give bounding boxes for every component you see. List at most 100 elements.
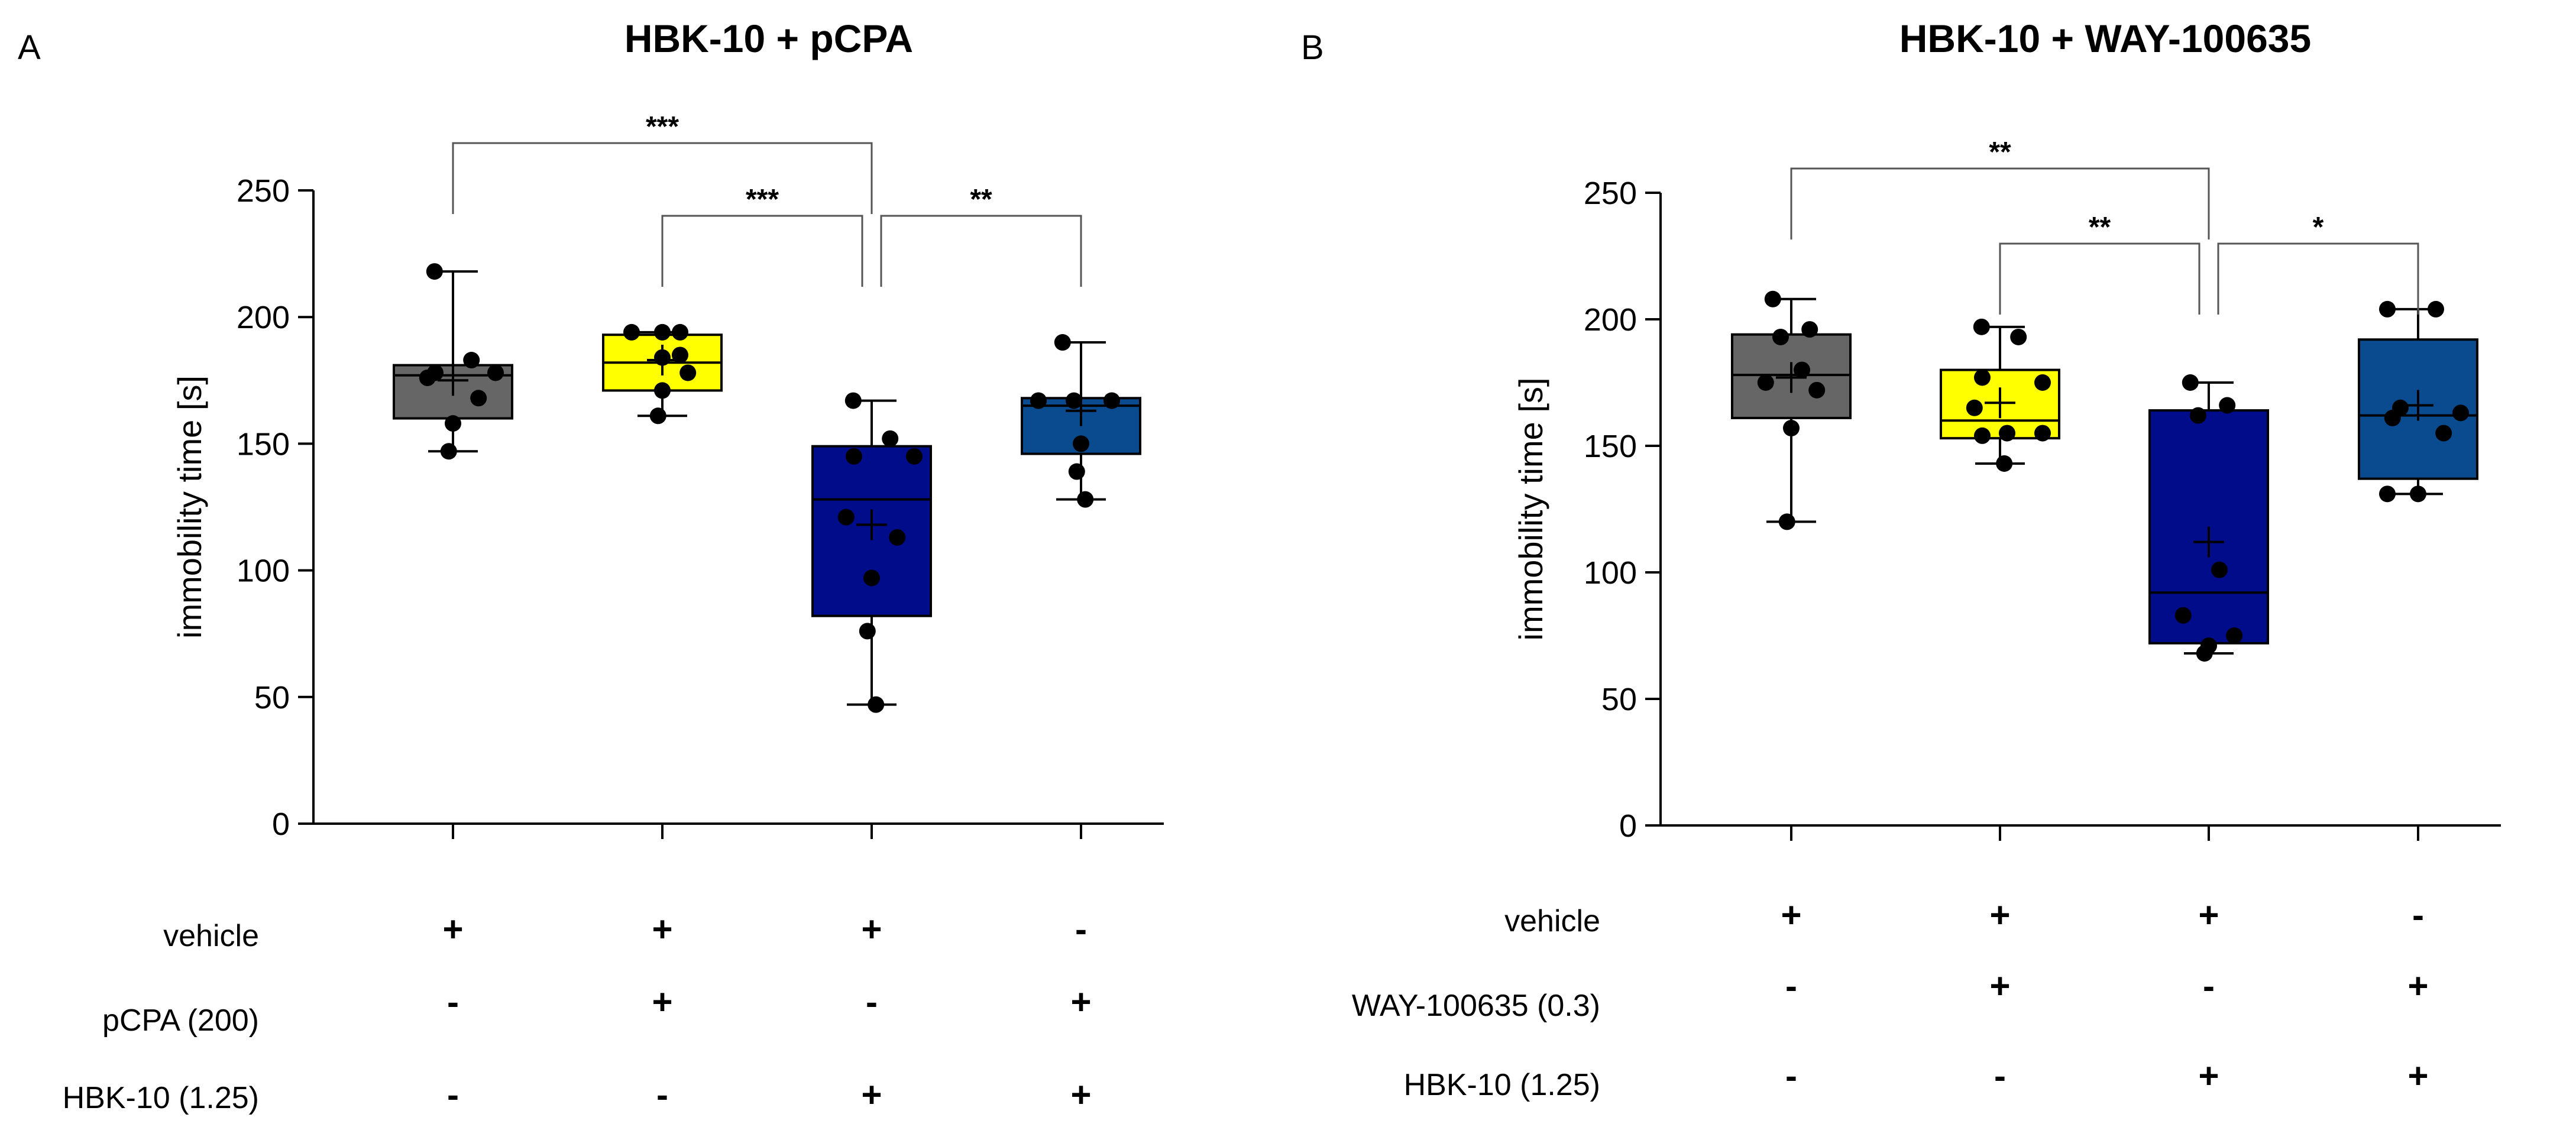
y-tick-label: 0 [272,807,290,842]
data-point [846,448,862,465]
y-tick-label: 200 [237,300,290,335]
data-point [672,323,688,341]
treatment-sign: + [861,909,882,949]
significance-bracket: ** [1790,137,2210,239]
data-point [859,623,876,640]
data-point [2196,645,2213,662]
treatment-table: vehicle + + + - pCPA (200) - + - + HBK-10 (1.25) - -… [63,909,1092,1115]
data-point [1054,334,1071,351]
y-tick-label: 150 [237,426,290,462]
data-point [649,407,666,425]
box-group [602,323,723,425]
bracket-line [661,215,863,287]
treatment-sign: - [866,982,878,1022]
data-point [1783,420,1800,437]
data-point [2435,425,2452,442]
data-point [2190,407,2206,424]
y-tick-label: 250 [1584,176,1637,211]
treatment-sign: + [1781,895,1801,935]
panel-A: A HBK-10 + pCPA 0 50 100 150 200 250 immobility … [18,17,1164,1115]
panel-label: B [1301,28,1324,67]
significance-bracket: ** [1999,212,2200,315]
treatment-sign: - [1075,909,1087,949]
data-point [889,529,906,546]
panel-B: B HBK-10 + WAY-100635 0 50 100 150 200 250 immob… [1301,17,2501,1102]
significance-bracket: ** [880,184,1082,287]
treatment-sign: + [861,1075,882,1115]
treatment-row-label: pCPA (200) [102,1003,259,1038]
data-point [426,263,443,280]
significance-bracket: *** [452,111,873,214]
y-axis-label: immobility time [s] [171,375,208,639]
data-point [2379,485,2396,503]
panel-label: A [18,28,41,67]
box-group [393,263,513,460]
bracket-line [452,142,873,214]
treatment-row-label: WAY-100635 (0.3) [1352,989,1600,1023]
chart-title: HBK-10 + pCPA [624,17,913,60]
treatment-sign: + [2407,1056,2428,1096]
data-point [440,443,457,460]
treatment-sign: - [2203,966,2215,1006]
data-point [654,323,671,341]
data-point [419,370,436,387]
treatment-sign: - [447,982,459,1022]
y-tick-label: 200 [1584,302,1637,338]
significance-label: ** [2089,212,2111,243]
treatment-row-label: vehicle [1504,904,1600,938]
box-group [1731,290,1852,530]
data-point [1808,381,1826,399]
data-point [623,323,640,341]
data-point [1103,392,1120,409]
data-point [2410,485,2426,503]
data-point [679,364,697,381]
y-tick-label: 100 [237,553,290,589]
significance-label: ** [1989,137,2011,168]
box-group [1021,334,1141,508]
box-group [811,392,932,713]
data-point [1966,399,1983,416]
treatment-sign: + [1070,1075,1091,1115]
data-point [2384,409,2401,426]
box-group [2148,374,2269,662]
data-point [1077,491,1094,508]
data-point [844,392,862,409]
data-point [837,509,855,526]
treatment-sign: + [2198,1056,2219,1096]
data-point [1996,455,2013,472]
treatment-sign: - [1994,1056,2006,1096]
treatment-row-label: HBK-10 (1.25) [1404,1068,1600,1102]
chart-title: HBK-10 + WAY-100635 [1899,17,2311,60]
data-point [445,415,461,432]
data-point [1073,435,1089,452]
treatment-sign: + [652,982,672,1022]
data-point [868,696,885,713]
data-point [1066,392,1082,409]
y-tick-label: 50 [1601,682,1637,717]
treatment-sign: + [1989,966,2010,1006]
data-point [1974,369,1991,386]
data-point [654,349,671,366]
data-point [882,430,899,447]
treatment-sign: + [2198,895,2219,935]
treatment-sign: - [447,1075,459,1115]
treatment-row-label: vehicle [163,919,259,953]
data-point [672,346,688,364]
treatment-sign: + [1989,895,2010,935]
data-point [2379,300,2396,318]
significance-label: *** [746,184,779,215]
data-point [2174,607,2192,624]
treatment-sign: + [442,909,463,949]
data-point [2182,374,2199,391]
data-point [2034,374,2051,391]
data-point [463,352,480,369]
data-point [2211,561,2228,578]
data-point [1772,328,1789,345]
data-point [2226,627,2243,644]
data-point [1778,513,1795,530]
y-tick-label: 150 [1584,429,1637,464]
y-tick-label: 50 [254,680,290,715]
y-tick-label: 0 [1619,808,1637,844]
treatment-sign: - [1785,966,1797,1006]
